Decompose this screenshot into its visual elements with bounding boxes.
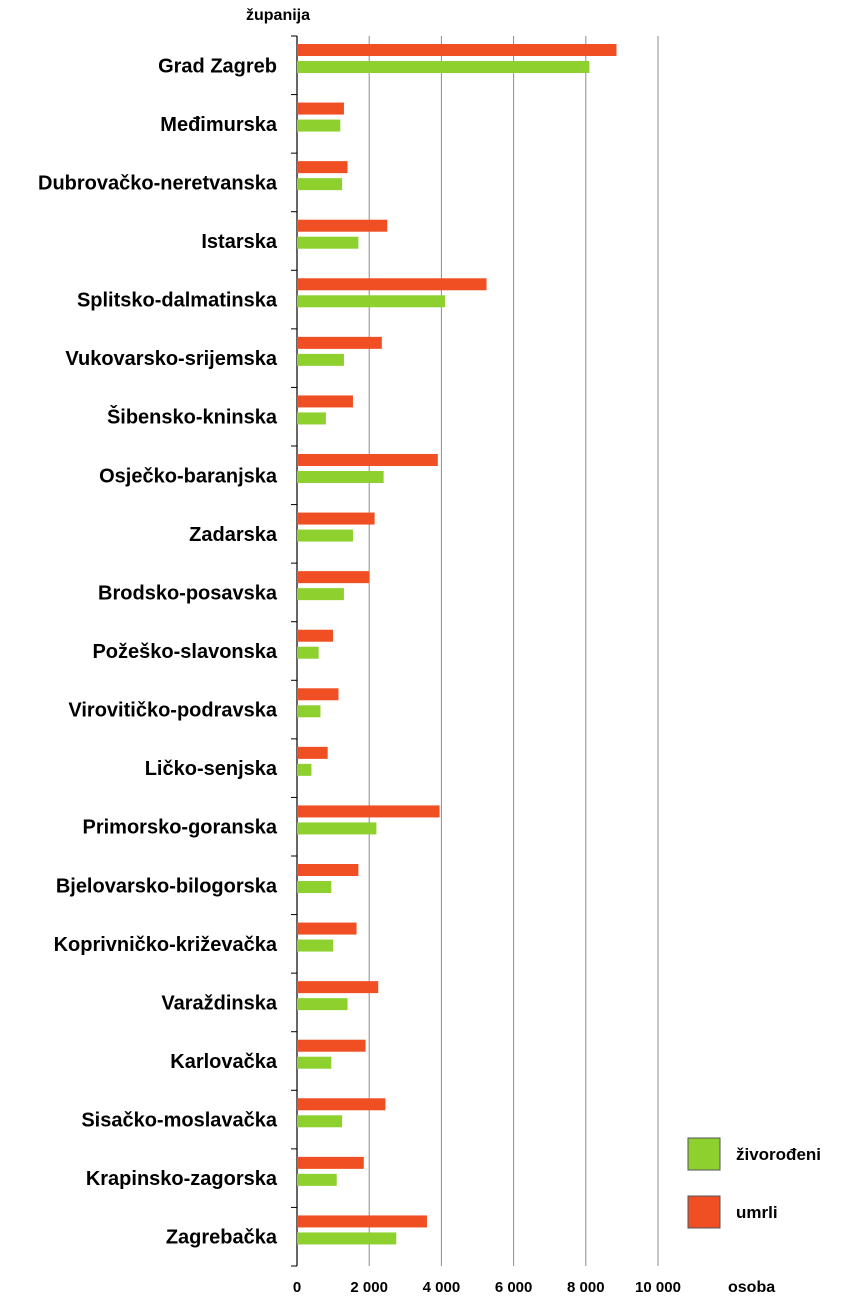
bar-umrli (297, 1215, 427, 1228)
bar-umrli (297, 688, 339, 701)
bar-umrli (297, 864, 359, 876)
bar-zivorodeni (297, 705, 321, 718)
legend-swatch (687, 1137, 721, 1171)
bar-zivorodeni (297, 763, 312, 776)
legend-label: živorođeni (736, 1145, 821, 1164)
bar-zivorodeni (297, 295, 446, 308)
legend-swatch (687, 1195, 721, 1229)
category-label: Koprivničko-križevačka (54, 934, 278, 956)
x-tick-label: 2 000 (350, 1279, 388, 1296)
bar-zivorodeni (297, 1232, 397, 1245)
legend: živorođeni umrli (687, 1137, 821, 1229)
bar-umrli (297, 1156, 364, 1169)
x-tick-labels: 0 2 000 4 000 6 000 8 000 10 000 (293, 1279, 681, 1296)
bar-zivorodeni (297, 939, 334, 952)
category-label: Primorsko-goranska (82, 817, 277, 839)
category-label: Splitsko-dalmatinska (77, 290, 278, 312)
bar-umrli (297, 44, 617, 56)
bar-umrli (297, 922, 357, 935)
category-label: Virovitičko-podravska (68, 700, 277, 722)
bar-umrli (297, 454, 438, 466)
bar-zivorodeni (297, 646, 319, 659)
bar-zivorodeni (297, 1173, 337, 1186)
category-label: Zadarska (189, 524, 278, 546)
category-label: Brodsko-posavska (98, 582, 278, 604)
bar-zivorodeni (297, 119, 341, 132)
category-label: Osječko-baranjska (99, 465, 278, 487)
bar-umrli (297, 805, 440, 818)
category-label: Karlovačka (170, 1051, 278, 1073)
bar-umrli (297, 571, 370, 584)
bar-umrli (297, 336, 382, 349)
bar-zivorodeni (297, 1056, 332, 1069)
bar-zivorodeni (297, 236, 359, 249)
bar-zivorodeni (297, 353, 344, 366)
category-label: Bjelovarsko-bilogorska (56, 875, 278, 897)
bar-umrli (297, 1098, 386, 1111)
bar-umrli (297, 629, 334, 642)
category-label: Krapinsko-zagorska (86, 1168, 278, 1190)
bar-umrli (297, 278, 487, 291)
x-tick-label: 8 000 (567, 1279, 605, 1296)
category-label: Zagrebačka (166, 1227, 278, 1249)
bar-umrli (297, 512, 375, 525)
x-axis-title: osoba (728, 1279, 775, 1296)
category-labels: Grad Zagreb Međimurska Dubrovačko-neretvan… (38, 55, 278, 1248)
bar-umrli (297, 102, 344, 115)
x-tick-label: 6 000 (495, 1279, 533, 1296)
x-tick-label: 10 000 (635, 1279, 681, 1296)
category-label: Istarska (201, 231, 277, 253)
bar-umrli (297, 161, 348, 174)
bar-zivorodeni (297, 881, 332, 893)
legend-label: umrli (736, 1203, 778, 1222)
bar-umrli (297, 981, 379, 994)
category-label: Šibensko-kninska (107, 405, 278, 429)
category-label: Varaždinska (161, 992, 278, 1014)
x-tick-label: 4 000 (423, 1279, 461, 1296)
bar-umrli (297, 1039, 366, 1052)
bar-zivorodeni (297, 61, 590, 73)
bar-zivorodeni (297, 822, 377, 835)
category-label: Ličko-senjska (145, 758, 278, 780)
bar-zivorodeni (297, 588, 344, 601)
x-tick-label: 0 (293, 1279, 301, 1296)
bar-zivorodeni (297, 471, 384, 483)
bar-umrli (297, 746, 328, 759)
bar-zivorodeni (297, 412, 326, 425)
category-label: Dubrovačko-neretvanska (38, 172, 278, 194)
category-label: Vukovarsko-srijemska (65, 348, 277, 370)
bar-zivorodeni (297, 998, 348, 1011)
bar-zivorodeni (297, 1115, 343, 1128)
category-label: Požeško-slavonska (92, 641, 277, 663)
category-label: Sisačko-moslavačka (81, 1110, 278, 1132)
category-label: Grad Zagreb (158, 55, 277, 77)
category-label: Međimurska (160, 114, 278, 136)
bar-zivorodeni (297, 529, 353, 542)
bars-layer (297, 44, 617, 1245)
bar-zivorodeni (297, 178, 343, 191)
bar-umrli (297, 219, 388, 232)
bar-umrli (297, 395, 353, 408)
y-axis-title: županija (246, 7, 310, 24)
